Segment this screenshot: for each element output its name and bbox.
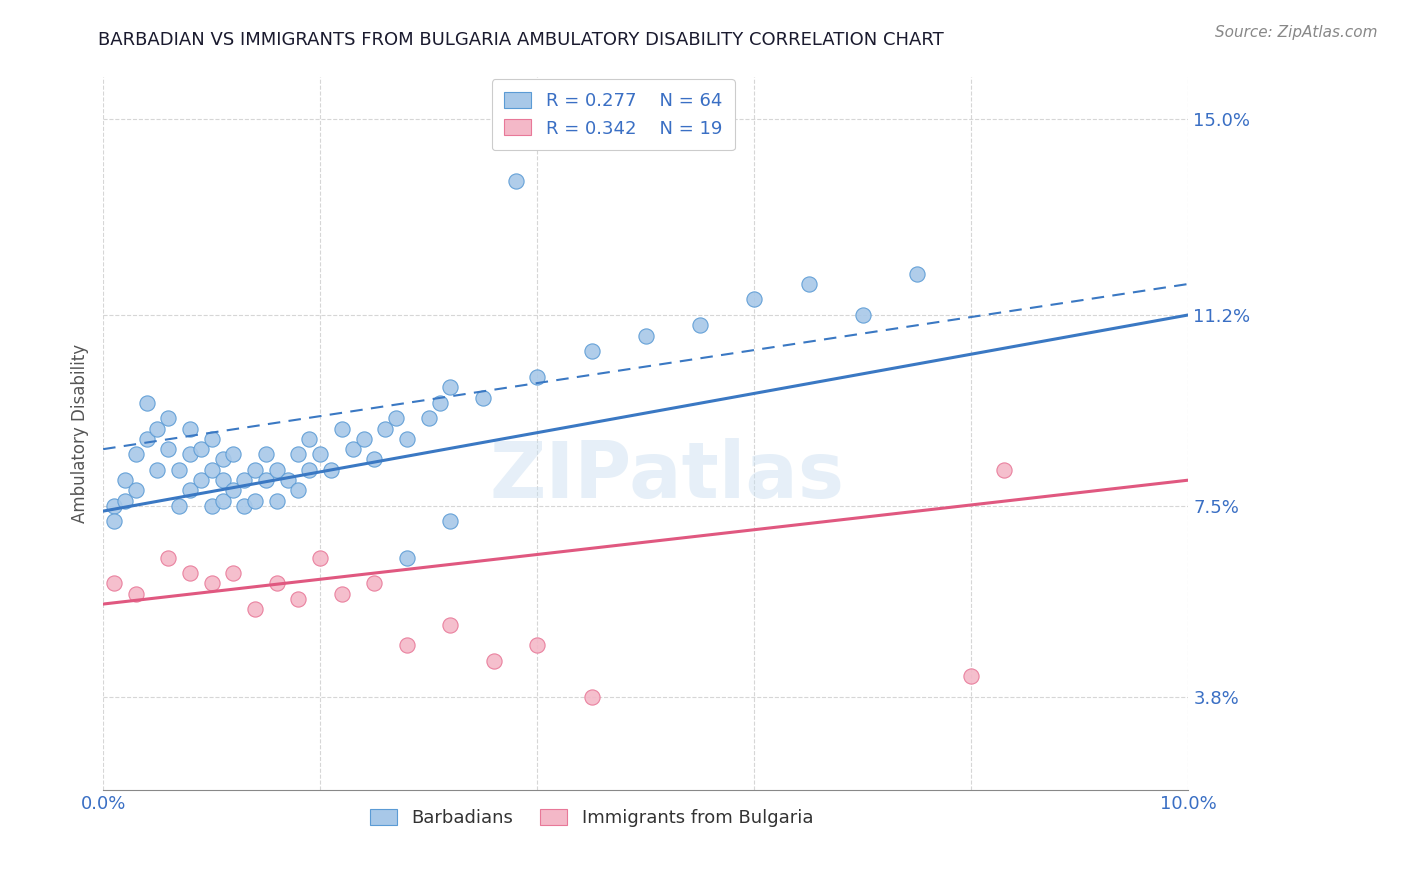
Point bbox=[190, 473, 212, 487]
Point bbox=[266, 493, 288, 508]
Text: ZIPatlas: ZIPatlas bbox=[489, 439, 845, 515]
Point bbox=[960, 669, 983, 683]
Point bbox=[439, 515, 461, 529]
Point bbox=[581, 344, 603, 359]
Y-axis label: Ambulatory Disability: Ambulatory Disability bbox=[72, 344, 89, 524]
Point bbox=[287, 591, 309, 606]
Point bbox=[342, 442, 364, 457]
Point bbox=[319, 463, 342, 477]
Point bbox=[254, 447, 277, 461]
Point bbox=[222, 447, 245, 461]
Point bbox=[418, 411, 440, 425]
Point bbox=[201, 463, 224, 477]
Text: Source: ZipAtlas.com: Source: ZipAtlas.com bbox=[1215, 25, 1378, 40]
Point bbox=[201, 432, 224, 446]
Point bbox=[146, 463, 169, 477]
Point bbox=[298, 463, 321, 477]
Point bbox=[157, 442, 180, 457]
Point bbox=[125, 483, 148, 498]
Point bbox=[287, 447, 309, 461]
Point bbox=[211, 473, 233, 487]
Point bbox=[277, 473, 299, 487]
Point bbox=[114, 493, 136, 508]
Point bbox=[179, 447, 201, 461]
Point bbox=[852, 308, 875, 322]
Point bbox=[330, 587, 353, 601]
Point bbox=[125, 587, 148, 601]
Point bbox=[190, 442, 212, 457]
Point bbox=[353, 432, 375, 446]
Point bbox=[243, 493, 266, 508]
Point bbox=[374, 421, 396, 435]
Point bbox=[222, 566, 245, 580]
Point bbox=[429, 395, 451, 409]
Point bbox=[505, 174, 527, 188]
Point bbox=[254, 473, 277, 487]
Point bbox=[135, 395, 157, 409]
Point bbox=[266, 576, 288, 591]
Point bbox=[634, 328, 657, 343]
Point bbox=[103, 576, 125, 591]
Point bbox=[439, 380, 461, 394]
Point bbox=[309, 550, 332, 565]
Point bbox=[439, 617, 461, 632]
Point bbox=[233, 499, 256, 513]
Point bbox=[211, 493, 233, 508]
Point bbox=[472, 391, 495, 405]
Point bbox=[201, 576, 224, 591]
Point bbox=[179, 421, 201, 435]
Point bbox=[742, 293, 765, 307]
Point bbox=[797, 277, 820, 291]
Point bbox=[135, 432, 157, 446]
Point bbox=[146, 421, 169, 435]
Point bbox=[103, 499, 125, 513]
Point bbox=[243, 463, 266, 477]
Point bbox=[114, 473, 136, 487]
Point bbox=[363, 452, 385, 467]
Point bbox=[125, 447, 148, 461]
Point bbox=[363, 576, 385, 591]
Point bbox=[211, 452, 233, 467]
Point bbox=[233, 473, 256, 487]
Point bbox=[385, 411, 408, 425]
Point bbox=[179, 566, 201, 580]
Point bbox=[395, 432, 418, 446]
Point bbox=[309, 447, 332, 461]
Point bbox=[157, 550, 180, 565]
Point bbox=[526, 638, 548, 652]
Point bbox=[103, 515, 125, 529]
Point bbox=[179, 483, 201, 498]
Point bbox=[330, 421, 353, 435]
Point bbox=[167, 499, 190, 513]
Point bbox=[266, 463, 288, 477]
Text: BARBADIAN VS IMMIGRANTS FROM BULGARIA AMBULATORY DISABILITY CORRELATION CHART: BARBADIAN VS IMMIGRANTS FROM BULGARIA AM… bbox=[98, 31, 945, 49]
Legend: Barbadians, Immigrants from Bulgaria: Barbadians, Immigrants from Bulgaria bbox=[363, 802, 821, 834]
Point bbox=[298, 432, 321, 446]
Point bbox=[222, 483, 245, 498]
Point bbox=[167, 463, 190, 477]
Point bbox=[201, 499, 224, 513]
Point bbox=[157, 411, 180, 425]
Point bbox=[905, 267, 928, 281]
Point bbox=[395, 550, 418, 565]
Point bbox=[287, 483, 309, 498]
Point bbox=[395, 638, 418, 652]
Point bbox=[243, 602, 266, 616]
Point bbox=[689, 318, 711, 333]
Point bbox=[482, 654, 505, 668]
Point bbox=[993, 463, 1015, 477]
Point bbox=[581, 690, 603, 704]
Point bbox=[526, 370, 548, 384]
